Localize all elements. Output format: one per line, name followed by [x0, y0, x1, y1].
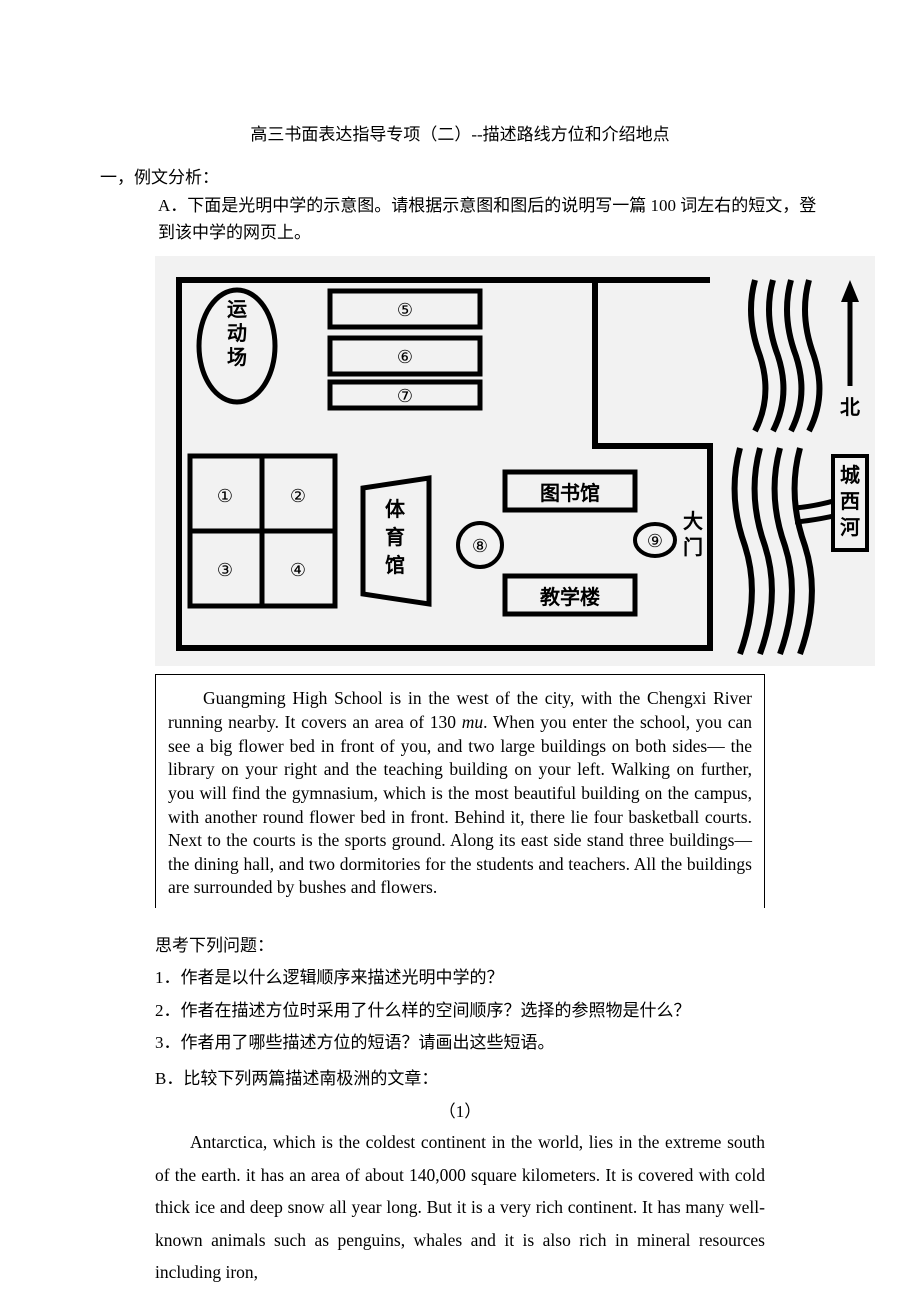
river-u1 [751, 280, 765, 431]
num-1: ① [217, 486, 233, 506]
north-label: 北 [840, 396, 860, 419]
english-passage: Guangming High School is in the west of … [168, 687, 752, 900]
map-diagram: 运 动 场 ⑤ ⑥ ⑦ ① ② ③ ④ 体 育 馆 图书馆 教学楼 ⑧ 大 门 [155, 256, 875, 666]
river-l3 [775, 448, 792, 654]
num-8: ⑧ [472, 536, 488, 556]
num-9: ⑨ [647, 531, 663, 551]
teaching-label: 教学楼 [540, 585, 600, 609]
question-3: 3．作者用了哪些描述方位的短语？请画出这些短语。 [155, 1027, 765, 1059]
sports-ground-label-2: 动 [227, 322, 247, 345]
num-3: ③ [217, 560, 233, 580]
num-4: ④ [290, 560, 306, 580]
section-1-heading: 一，例文分析： [100, 163, 820, 188]
section-b-heading: B．比较下列两篇描述南极洲的文章： [155, 1063, 820, 1095]
river-l1 [735, 448, 752, 654]
gate-label-1: 大 [683, 510, 703, 533]
river-l4 [795, 448, 812, 654]
school-boundary [179, 280, 710, 648]
river-label-2: 西 [840, 491, 860, 513]
num-6: ⑥ [397, 347, 413, 367]
num-5: ⑤ [397, 300, 413, 320]
section-b-passage: Antarctica, which is the coldest contine… [155, 1126, 765, 1288]
river-label-3: 河 [840, 516, 860, 539]
sports-ground-label-3: 场 [227, 346, 247, 369]
page-title: 高三书面表达指导专项（二）--描述路线方位和介绍地点 [100, 120, 820, 145]
questions-block: 思考下列问题： 1．作者是以什么逻辑顺序来描述光明中学的？ 2．作者在描述方位时… [155, 930, 765, 1059]
river-label-1: 城 [840, 463, 860, 487]
gym-label-1: 体 [385, 497, 406, 521]
num-7: ⑦ [397, 386, 413, 406]
english-passage-box: Guangming High School is in the west of … [155, 674, 765, 908]
gym-label-2: 育 [385, 525, 405, 549]
sports-ground-label-1: 运 [227, 298, 247, 321]
questions-intro: 思考下列问题： [155, 930, 765, 962]
river-u2 [769, 280, 783, 431]
library-label: 图书馆 [540, 481, 600, 505]
gym-label-3: 馆 [385, 553, 405, 577]
river-u4 [805, 280, 819, 431]
num-2: ② [290, 486, 306, 506]
river-l2 [755, 448, 772, 654]
gate-label-2: 门 [683, 535, 703, 559]
section-b-subnum: （1） [100, 1097, 820, 1122]
river-u3 [787, 280, 801, 431]
question-2: 2．作者在描述方位时采用了什么样的空间顺序？选择的参照物是什么？ [155, 995, 765, 1027]
map-svg: 运 动 场 ⑤ ⑥ ⑦ ① ② ③ ④ 体 育 馆 图书馆 教学楼 ⑧ 大 门 [155, 256, 875, 666]
question-1: 1．作者是以什么逻辑顺序来描述光明中学的？ [155, 962, 765, 994]
north-arrow-head [841, 280, 859, 302]
prompt-a: A．下面是光明中学的示意图。请根据示意图和图后的说明写一篇 100 词左右的短文… [158, 192, 820, 246]
